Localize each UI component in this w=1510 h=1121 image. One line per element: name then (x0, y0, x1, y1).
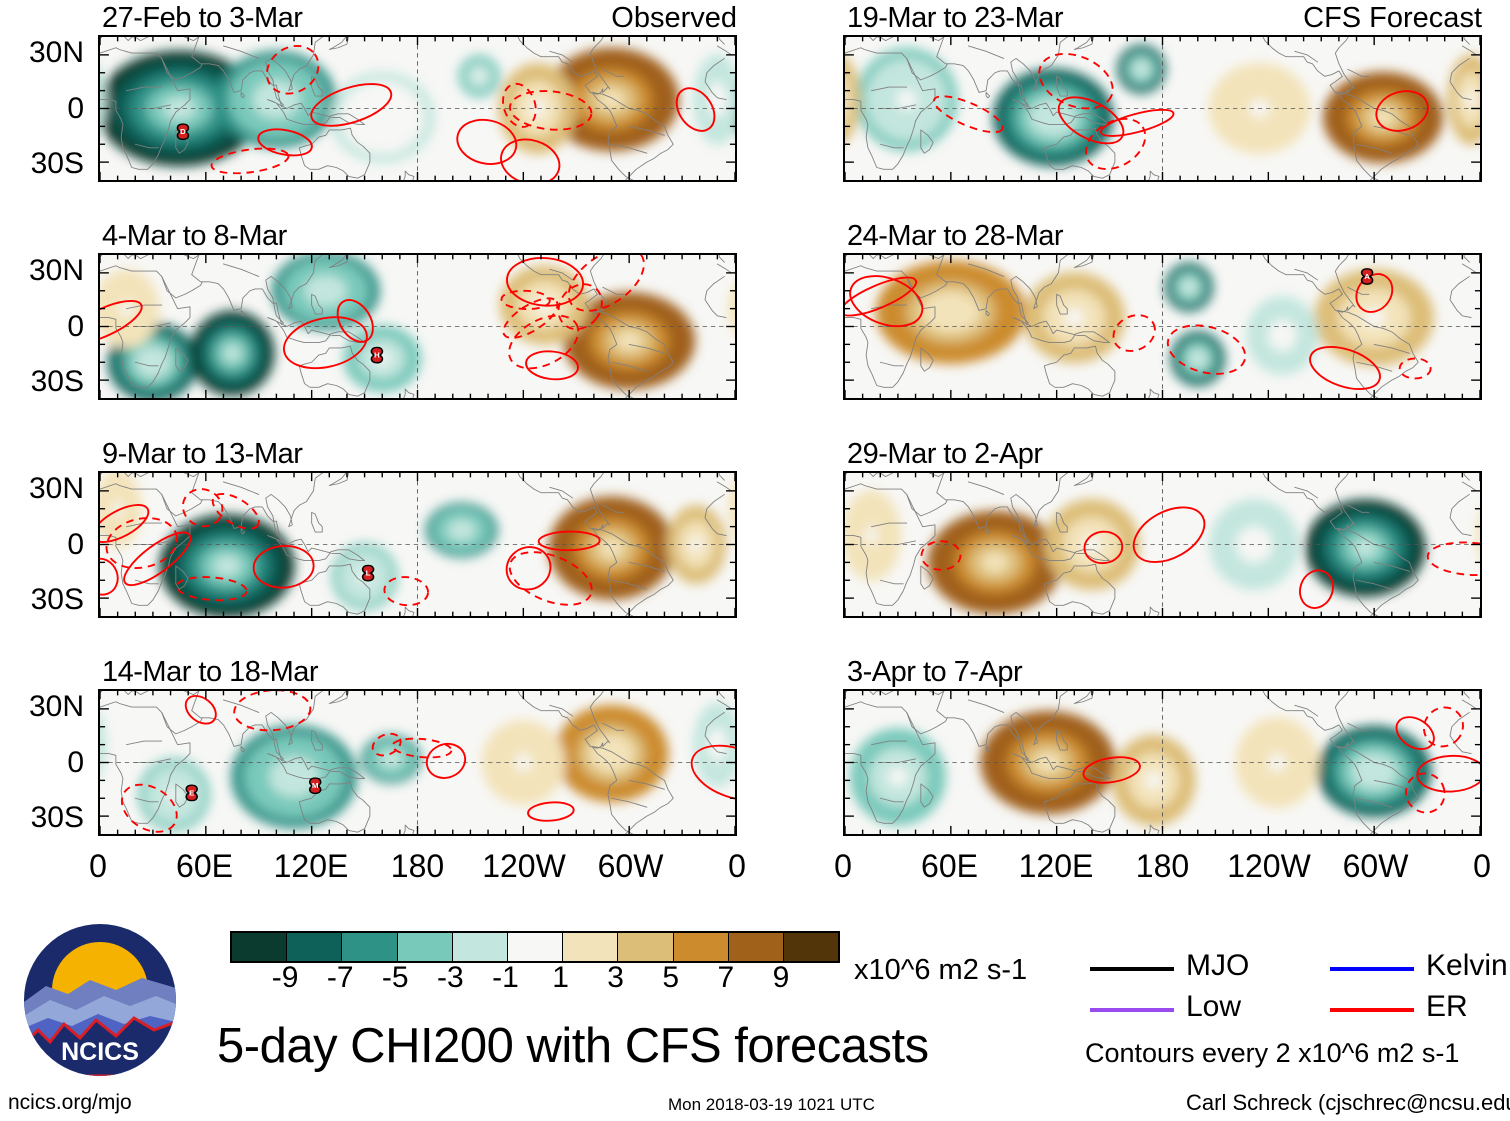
panel-title-5: 24-Mar to 28-Mar (847, 220, 1064, 252)
svg-text:M: M (312, 782, 319, 790)
svg-text:NCICS: NCICS (61, 1038, 139, 1066)
colorbar-swatch-6 (562, 933, 618, 961)
colorbar-tick-3: -3 (437, 961, 464, 994)
panel-title-2: 9-Mar to 13-Mar (102, 438, 303, 470)
y-tick-label-row0-0: 30N (28, 36, 84, 70)
svg-text:L: L (366, 569, 371, 577)
map-panel-6 (843, 471, 1482, 618)
column-header-1: CFS Forecast (1303, 2, 1482, 34)
colorbar-swatch-8 (672, 933, 728, 961)
colorbar-tick-7: 5 (662, 961, 680, 994)
x-tick-label-col0-5: 60W (597, 848, 664, 884)
y-tick-label-row3-0: 30N (28, 690, 84, 724)
x-tick-label-col1-3: 180 (1135, 848, 1190, 884)
generation-timestamp: Mon 2018-03-19 1021 UTC (668, 1095, 875, 1114)
x-tick-label-col1-0: 0 (834, 848, 852, 884)
x-tick-label-col0-4: 120W (482, 848, 566, 884)
map-panel-0: D (98, 35, 737, 182)
y-tick-label-row3-1: 0 (67, 745, 84, 779)
x-tick-label-col1-1: 60E (921, 848, 978, 884)
svg-text:H: H (374, 351, 380, 359)
svg-text:D: D (180, 128, 186, 136)
y-tick-label-row2-1: 0 (67, 527, 84, 561)
legend-line-kelvin-x2 (1330, 967, 1414, 971)
y-tick-label-row2-2: 30S (30, 582, 84, 616)
panel-title-6: 29-Mar to 2-Apr (847, 438, 1043, 470)
legend-label-0: MJO (1186, 949, 1250, 982)
column-header-0: Observed (611, 2, 737, 34)
x-tick-label-col0-6: 0 (728, 848, 746, 884)
contour-interval-note: Contours every 2 x10^6 m2 s-1 (1085, 1038, 1460, 1068)
colorbar-swatch-10 (782, 933, 839, 961)
colorbar-tick-2: -5 (381, 961, 409, 994)
y-tick-label-row2-0: 30N (28, 472, 84, 506)
map-panel-1: H (98, 253, 737, 400)
legend-label-3: ER (1426, 990, 1468, 1023)
colorbar-swatch-1 (286, 933, 342, 961)
colorbar-units-label: x10^6 m2 s-1 (854, 954, 1028, 986)
author-credit: Carl Schreck (cjschrec@ncsu.edu) (1186, 1090, 1510, 1115)
panel-title-0: 27-Feb to 3-Mar (102, 2, 303, 34)
panel-title-3: 14-Mar to 18-Mar (102, 656, 319, 688)
colorbar-tick-6: 3 (607, 961, 624, 994)
panel-title-7: 3-Apr to 7-Apr (847, 656, 1023, 688)
colorbar-tick-1: -7 (326, 961, 354, 994)
svg-text:E: E (189, 789, 194, 797)
x-tick-label-col0-2: 120E (273, 848, 349, 884)
panel-title-4: 19-Mar to 23-Mar (847, 2, 1064, 34)
legend-label-1: Kelvin x2 (1426, 949, 1510, 982)
legend-line-er (1330, 1008, 1414, 1012)
colorbar-swatch-5 (506, 933, 563, 961)
map-panel-5: A (843, 253, 1482, 400)
panel-title-1: 4-Mar to 8-Mar (102, 220, 287, 252)
ncics-logo: NCICS (24, 924, 176, 1076)
legend-line-low (1090, 1008, 1174, 1012)
colorbar-swatch-7 (617, 933, 673, 961)
y-tick-label-row3-2: 30S (30, 800, 84, 834)
x-tick-label-col0-1: 60E (176, 848, 233, 884)
x-tick-label-col1-6: 0 (1473, 848, 1491, 884)
colorbar-tick-8: 7 (717, 961, 735, 994)
y-tick-label-row1-2: 30S (30, 364, 84, 398)
colorbar-swatch-9 (727, 933, 783, 961)
y-tick-label-row0-1: 0 (67, 91, 84, 125)
site-url[interactable]: ncics.org/mjo (8, 1091, 132, 1114)
colorbar-tick-9: 9 (772, 961, 790, 994)
colorbar-tick-0: -9 (271, 961, 299, 994)
map-panel-7 (843, 689, 1482, 836)
x-tick-label-col1-5: 60W (1342, 848, 1409, 884)
svg-text:A: A (1364, 272, 1370, 280)
colorbar-swatch-2 (341, 933, 397, 961)
colorbar-swatch-3 (396, 933, 452, 961)
colorbar-swatch-0 (232, 933, 287, 961)
x-tick-label-col1-4: 120W (1227, 848, 1311, 884)
y-tick-label-row1-0: 30N (28, 254, 84, 288)
colorbar-tick-4: -1 (492, 961, 519, 994)
colorbar (230, 931, 840, 963)
y-tick-label-row0-2: 30S (30, 146, 84, 180)
main-title: 5-day CHI200 with CFS forecasts (217, 1019, 929, 1073)
x-tick-label-col0-0: 0 (89, 848, 107, 884)
legend-label-2: Low (1186, 990, 1242, 1023)
x-tick-label-col0-3: 180 (390, 848, 445, 884)
y-tick-label-row1-1: 0 (67, 309, 84, 343)
colorbar-swatch-4 (451, 933, 507, 961)
legend-line-mjo (1090, 967, 1174, 971)
colorbar-tick-5: 1 (552, 961, 569, 994)
map-panel-2: L (98, 471, 737, 618)
map-panel-4 (843, 35, 1482, 182)
x-tick-label-col1-2: 120E (1018, 848, 1094, 884)
